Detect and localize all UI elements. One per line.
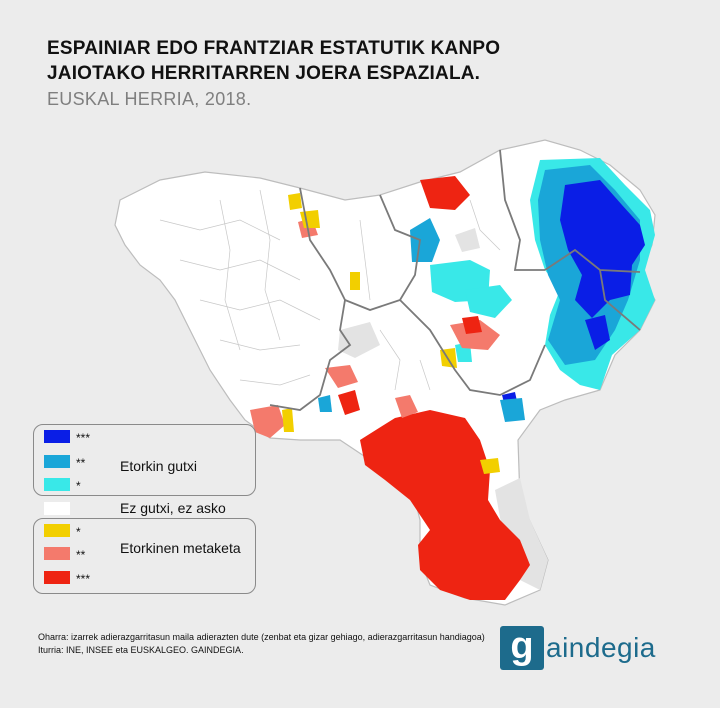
- region-high-3: [420, 176, 470, 210]
- legend-mark-blue3: ***: [76, 431, 91, 445]
- legend-swatch-salmon: [44, 547, 70, 560]
- legend-label-low: Etorkin gutxi: [120, 458, 198, 474]
- logo-mark: g: [500, 626, 544, 670]
- legend-swatch-blue2: [44, 455, 70, 468]
- footer-source: Iturria: INE, INSEE eta EUSKALGEO. GAIND…: [38, 645, 244, 655]
- region-low-2: [318, 395, 332, 412]
- province-border: [499, 149, 545, 271]
- legend-swatch-blue3: [44, 430, 70, 443]
- region-high-3: [462, 316, 482, 334]
- territory-base: [114, 139, 656, 606]
- region-high-3: [338, 390, 360, 415]
- region-low-3: [585, 315, 610, 350]
- region-high-2: [250, 405, 285, 438]
- region-high-2: [450, 320, 500, 350]
- province-border: [544, 248, 641, 273]
- legend-label-neutral: Ez gutxi, ez asko: [120, 500, 226, 516]
- region-low-2: [410, 218, 440, 262]
- legend-low-box: [33, 424, 256, 496]
- province-borders: [269, 149, 641, 411]
- region-high-3: [360, 410, 530, 600]
- map-title: ESPAINIAR EDO FRANTZIAR ESTATUTIK KANPO …: [47, 36, 500, 86]
- province-border: [599, 269, 641, 331]
- legend-mark-blue1: *: [76, 479, 81, 493]
- gaindegia-logo: g aindegia: [500, 626, 680, 674]
- region-high-1: [350, 272, 360, 290]
- legend-swatch-blue1: [44, 478, 70, 491]
- legend-swatch-red: [44, 571, 70, 584]
- legend-label-high: Etorkinen metaketa: [120, 540, 241, 556]
- legend-swatch-yellow: [44, 524, 70, 537]
- province-border: [269, 187, 352, 411]
- region-low-3: [560, 180, 645, 318]
- legend-mark-yellow: *: [76, 525, 81, 539]
- municipality-lines: [159, 189, 501, 391]
- footer-note: Oharra: izarrek adierazgarritasun maila …: [38, 632, 485, 642]
- region-high-2: [395, 395, 418, 418]
- region-high-1: [288, 193, 302, 210]
- title-line-2: JAIOTAKO HERRITARREN JOERA ESPAZIALA.: [47, 63, 481, 84]
- legend-mark-red: ***: [76, 572, 91, 586]
- region-low-1: [465, 285, 512, 318]
- legend-swatch-neutral: [44, 502, 70, 515]
- province-border: [399, 299, 546, 396]
- region-low-2: [500, 398, 525, 422]
- legend-mark-salmon: **: [76, 548, 86, 562]
- no-data-area: [338, 322, 380, 358]
- logo-text: aindegia: [546, 632, 656, 663]
- province-border: [344, 194, 421, 311]
- map-subtitle: EUSKAL HERRIA, 2018.: [47, 89, 252, 109]
- region-high-1: [282, 408, 294, 432]
- no-data-area: [495, 478, 548, 590]
- legend-high-box: [33, 518, 256, 594]
- legend-mark-blue2: **: [76, 456, 86, 470]
- region-high-1: [480, 458, 500, 474]
- region-high-2: [325, 365, 358, 388]
- no-data-area: [455, 228, 480, 252]
- title-line-1: ESPAINIAR EDO FRANTZIAR ESTATUTIK KANPO: [47, 38, 501, 59]
